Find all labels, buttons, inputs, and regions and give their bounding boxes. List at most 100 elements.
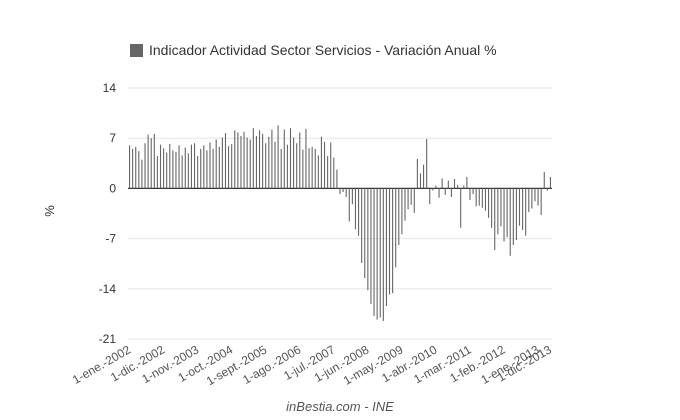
bar xyxy=(432,188,434,191)
bar xyxy=(212,148,214,189)
bar xyxy=(231,143,233,189)
bar xyxy=(327,156,329,189)
bar xyxy=(370,188,372,304)
bar xyxy=(382,188,384,322)
bar xyxy=(379,188,381,318)
bar xyxy=(447,180,449,189)
bar xyxy=(249,139,251,189)
bar xyxy=(506,188,508,238)
bar xyxy=(525,188,527,236)
bar xyxy=(184,147,186,189)
bar xyxy=(308,148,310,189)
bar xyxy=(395,188,397,268)
bar xyxy=(497,188,499,235)
bar xyxy=(330,142,332,189)
bar xyxy=(221,137,223,189)
bar xyxy=(166,152,168,189)
bar xyxy=(320,136,322,189)
bar xyxy=(398,188,400,246)
y-tick-label: -21 xyxy=(99,332,117,346)
bar xyxy=(144,143,146,189)
bar xyxy=(252,128,254,189)
bar xyxy=(209,142,211,189)
bar xyxy=(135,146,137,189)
bar xyxy=(351,188,353,205)
bar xyxy=(218,146,220,189)
bar xyxy=(156,156,158,189)
bar xyxy=(305,128,307,189)
y-tick-label: 7 xyxy=(109,131,116,145)
bar xyxy=(345,188,347,198)
bar xyxy=(410,188,412,205)
bar xyxy=(224,133,227,189)
bar-series xyxy=(129,125,551,322)
bar xyxy=(169,143,171,189)
bar xyxy=(277,125,279,189)
bar xyxy=(416,159,418,189)
bar xyxy=(132,148,134,189)
bar xyxy=(333,157,335,189)
bar xyxy=(354,188,357,230)
bar xyxy=(376,188,378,320)
bar xyxy=(317,155,319,189)
y-tick-label: 0 xyxy=(109,181,116,195)
bar xyxy=(407,188,409,210)
bar xyxy=(175,151,177,189)
source-caption: inBestia.com - INE xyxy=(286,399,394,414)
bar xyxy=(234,130,236,189)
y-axis-ticks: 14 7 0 -7 -14 -21 xyxy=(99,81,117,346)
bar xyxy=(348,188,350,222)
bar xyxy=(358,188,360,236)
bar xyxy=(163,148,165,189)
bar xyxy=(150,138,152,189)
bar xyxy=(534,188,536,202)
bar xyxy=(271,129,273,189)
bar xyxy=(265,143,267,189)
bar xyxy=(274,141,276,189)
bar xyxy=(546,188,548,191)
bar xyxy=(228,146,230,189)
bar xyxy=(549,176,551,189)
bar xyxy=(469,188,471,200)
y-tick-label: -7 xyxy=(105,232,116,246)
bar xyxy=(268,136,270,189)
bar xyxy=(419,173,422,189)
bar xyxy=(296,143,298,189)
bar xyxy=(537,188,539,206)
legend-label: Indicador Actividad Sector Servicios - V… xyxy=(149,42,497,58)
bar xyxy=(503,188,505,242)
bar xyxy=(336,169,338,189)
bar xyxy=(429,188,431,205)
bar xyxy=(339,188,341,195)
bar xyxy=(129,145,131,189)
bar xyxy=(388,188,391,295)
bar xyxy=(153,133,155,189)
bar xyxy=(438,188,440,198)
bar xyxy=(289,128,292,189)
bar xyxy=(181,155,183,189)
bar xyxy=(540,188,542,215)
bar xyxy=(509,188,511,256)
bar xyxy=(491,188,493,228)
bar xyxy=(472,188,474,195)
bar xyxy=(518,188,521,226)
bar xyxy=(478,188,480,206)
bar xyxy=(243,131,245,189)
bar xyxy=(404,188,406,221)
bar xyxy=(206,150,208,189)
bar xyxy=(444,188,446,195)
bar xyxy=(240,136,242,189)
bar xyxy=(460,188,462,228)
bar xyxy=(423,164,425,189)
bar xyxy=(522,188,524,230)
bar xyxy=(302,149,304,189)
bar xyxy=(500,188,502,227)
bar xyxy=(450,188,452,198)
bar xyxy=(172,150,174,189)
bar xyxy=(441,178,443,189)
bar xyxy=(283,129,285,189)
bar xyxy=(200,148,202,189)
bar xyxy=(262,133,264,189)
bar xyxy=(457,184,459,189)
